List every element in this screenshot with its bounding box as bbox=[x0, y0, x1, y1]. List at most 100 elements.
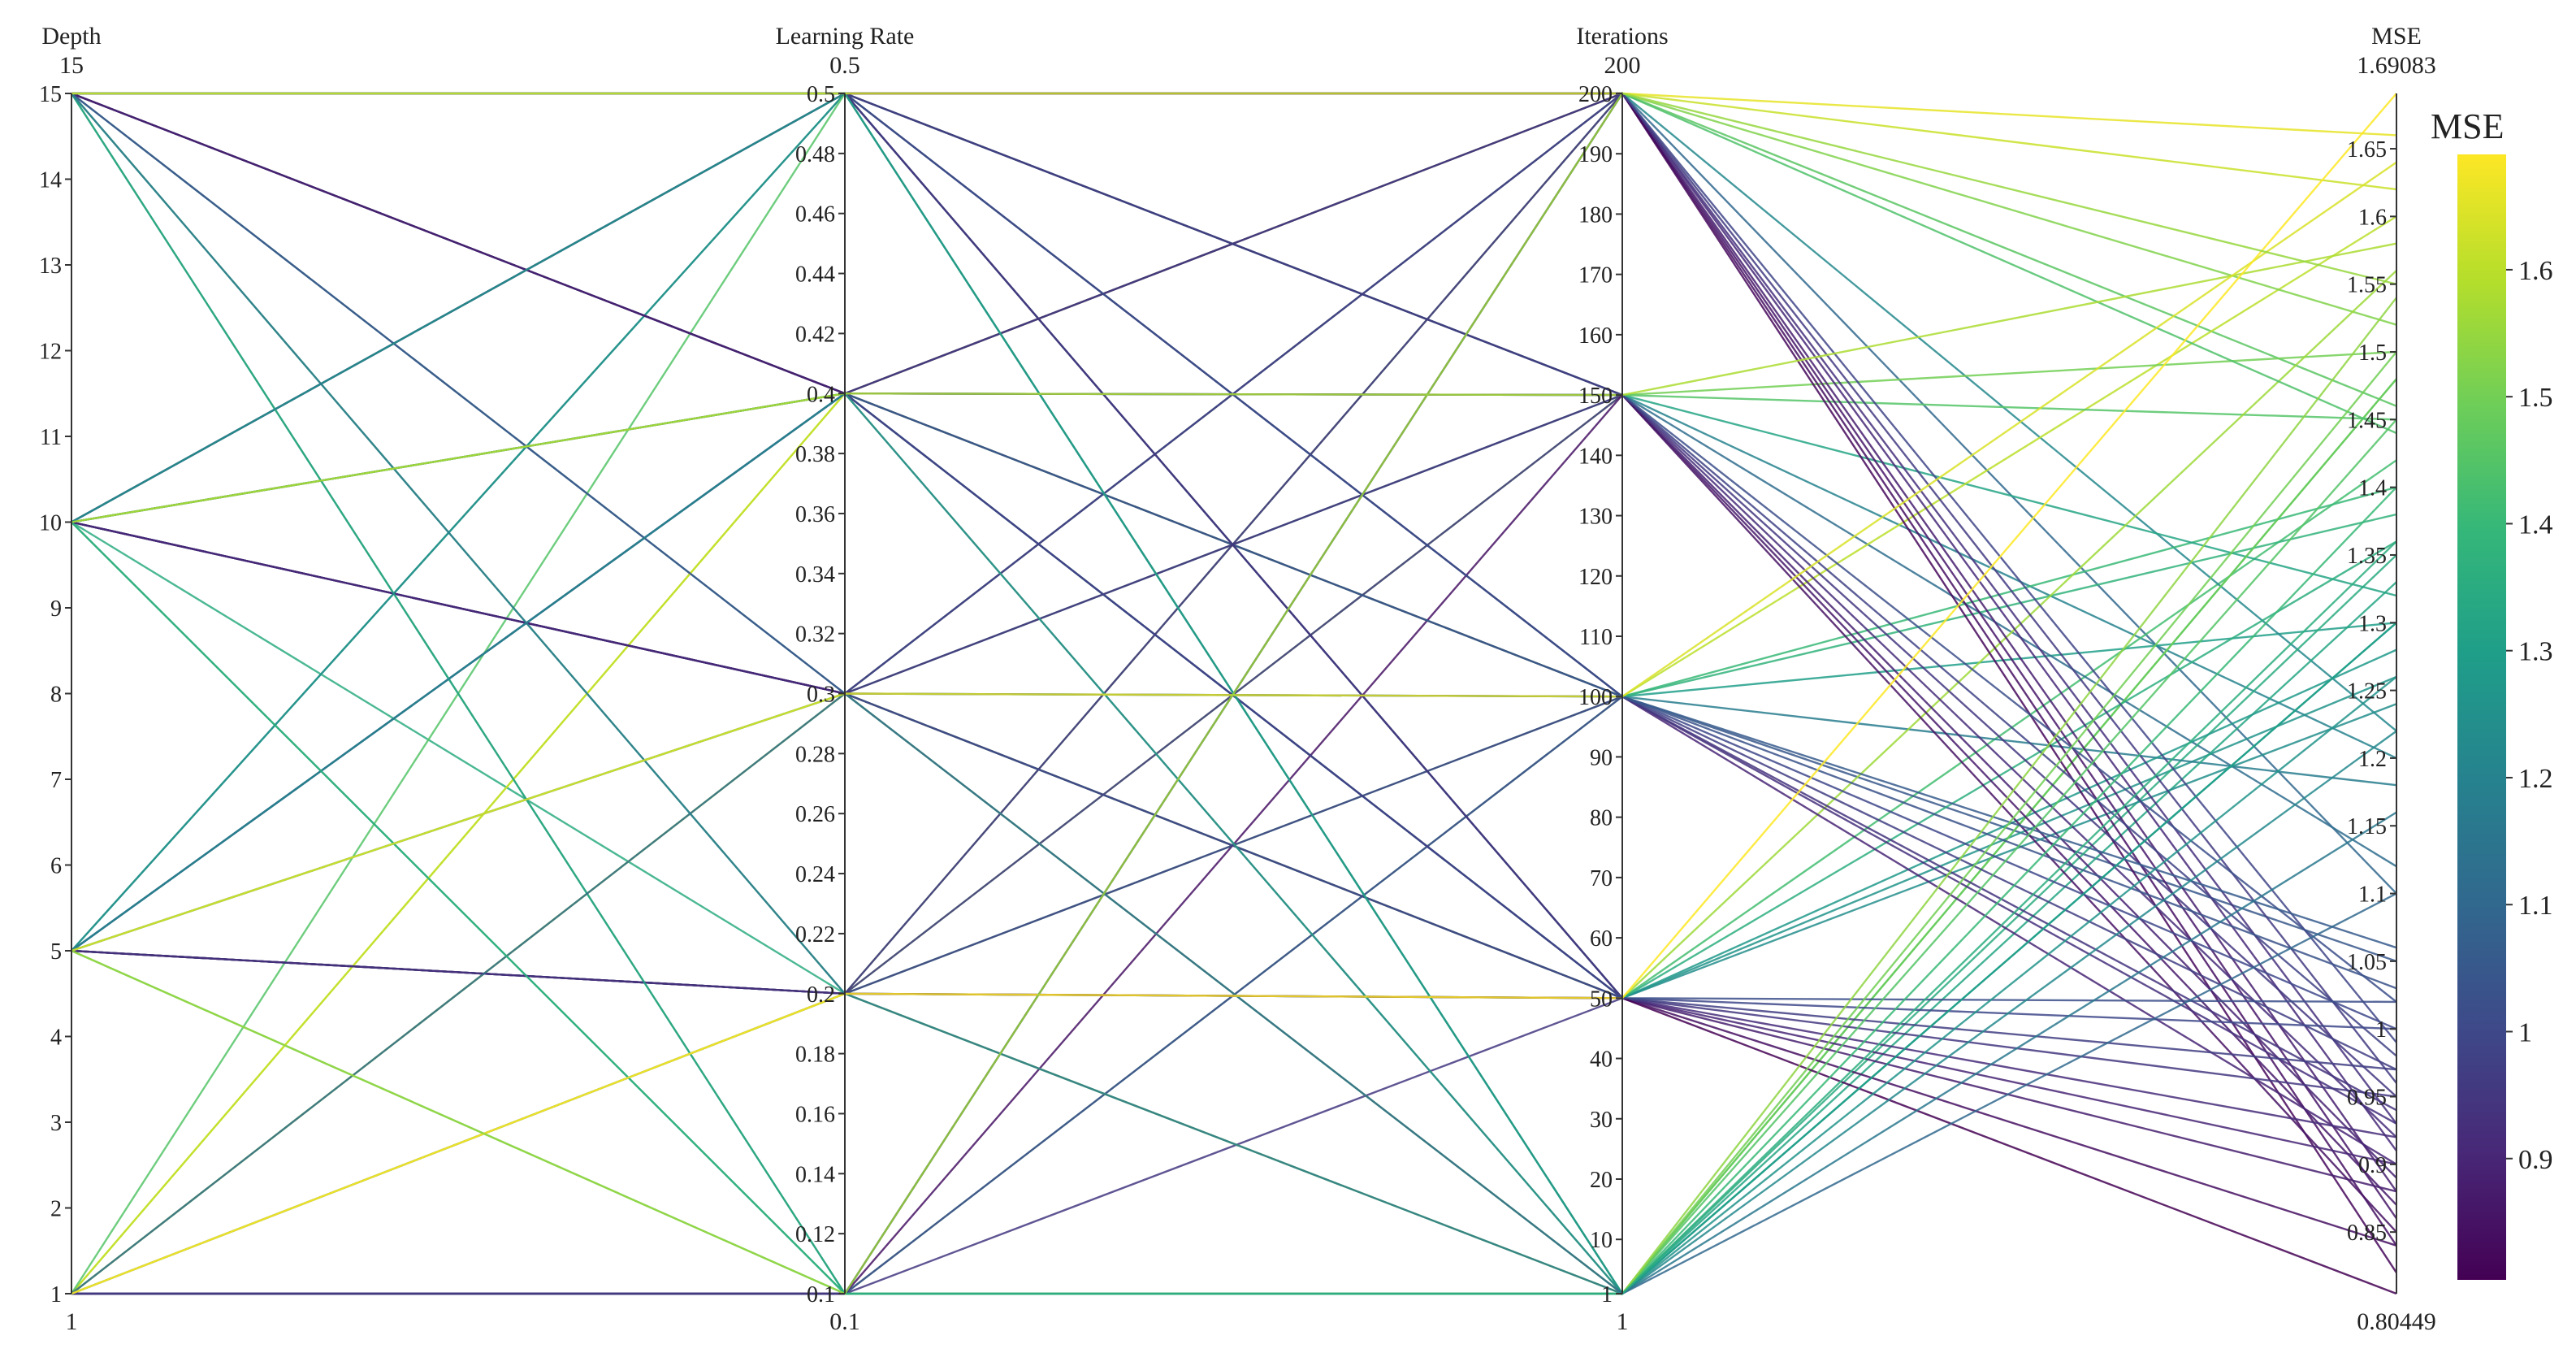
axis-title-learning-rate: Learning Rate bbox=[776, 23, 915, 50]
tick-label-learning-rate: 0.2 bbox=[807, 982, 835, 1008]
data-line-39 bbox=[71, 393, 2397, 1138]
tick-label-learning-rate: 0.34 bbox=[795, 562, 835, 588]
colorbar-tick-label: 1.3 bbox=[2518, 637, 2553, 667]
tick-label-mse: 0.85 bbox=[2347, 1221, 2387, 1246]
colorbar-ticks: 0.9 1 1.1 1.2 1.3 1.4 1.5 1.6 bbox=[2506, 256, 2553, 1175]
tick-label-depth: 14 bbox=[39, 168, 62, 193]
tick-label-depth: 1 bbox=[50, 1282, 62, 1307]
tick-label-mse: 1.25 bbox=[2347, 679, 2387, 705]
tick-label-iterations: 160 bbox=[1578, 323, 1613, 349]
data-line-30 bbox=[71, 92, 2397, 1192]
colorbar-tick-label: 1.4 bbox=[2518, 510, 2553, 540]
tick-label-learning-rate: 0.14 bbox=[795, 1162, 835, 1187]
data-line-74 bbox=[71, 92, 2397, 1295]
axis-title-depth: Depth bbox=[41, 23, 101, 50]
data-line-55 bbox=[71, 997, 2397, 1295]
tick-label-iterations: 130 bbox=[1578, 505, 1613, 530]
tick-label-depth: 13 bbox=[39, 254, 62, 279]
data-line-50 bbox=[71, 392, 2397, 952]
data-line-1 bbox=[71, 92, 2397, 895]
tick-label-learning-rate: 0.22 bbox=[795, 922, 835, 948]
tick-label-mse: 1.3 bbox=[2358, 611, 2387, 636]
data-line-7 bbox=[71, 92, 2397, 868]
tick-label-depth: 7 bbox=[50, 768, 62, 793]
tick-label-learning-rate: 0.26 bbox=[795, 802, 835, 827]
tick-label-learning-rate: 0.36 bbox=[795, 502, 835, 527]
tick-label-iterations: 190 bbox=[1578, 142, 1613, 167]
tick-label-learning-rate: 0.1 bbox=[807, 1282, 835, 1307]
axis-learning-rate: Learning Rate0.50.10.10.120.140.160.180.… bbox=[776, 23, 915, 1335]
data-line-62 bbox=[71, 351, 2397, 1295]
tick-label-depth: 6 bbox=[50, 854, 62, 879]
axis-range-max-learning-rate: 0.5 bbox=[829, 52, 860, 79]
tick-label-iterations: 150 bbox=[1578, 384, 1613, 409]
tick-label-iterations: 120 bbox=[1578, 565, 1613, 590]
data-line-71 bbox=[71, 242, 2397, 523]
axis-range-min-mse: 0.80449 bbox=[2357, 1308, 2436, 1335]
data-line-31 bbox=[71, 92, 2397, 1151]
tick-label-mse: 1 bbox=[2375, 1017, 2387, 1043]
colorbar-tick-label: 1 bbox=[2518, 1017, 2532, 1047]
data-line-35 bbox=[71, 92, 2397, 1084]
tick-label-iterations: 50 bbox=[1590, 987, 1613, 1012]
tick-label-learning-rate: 0.38 bbox=[795, 442, 835, 467]
tick-label-iterations: 20 bbox=[1590, 1168, 1613, 1193]
tick-label-learning-rate: 0.4 bbox=[807, 382, 835, 407]
axis-range-max-depth: 15 bbox=[59, 52, 84, 79]
tick-label-iterations: 110 bbox=[1579, 625, 1613, 650]
tick-label-iterations: 100 bbox=[1578, 685, 1613, 710]
tick-label-learning-rate: 0.32 bbox=[795, 622, 835, 648]
tick-label-iterations: 10 bbox=[1590, 1228, 1613, 1253]
tick-label-depth: 8 bbox=[50, 683, 62, 708]
data-line-54 bbox=[71, 949, 2397, 1138]
tick-label-learning-rate: 0.42 bbox=[795, 322, 835, 347]
data-line-59 bbox=[71, 93, 2397, 1004]
tick-label-depth: 11 bbox=[40, 425, 62, 450]
tick-label-depth: 4 bbox=[50, 1026, 62, 1051]
tick-label-learning-rate: 0.44 bbox=[795, 262, 835, 288]
data-line-34 bbox=[71, 92, 2398, 1273]
tick-label-learning-rate: 0.12 bbox=[795, 1222, 835, 1247]
axis-range-min-depth: 1 bbox=[66, 1308, 78, 1335]
colorbar-tick-label: 0.9 bbox=[2518, 1145, 2553, 1175]
tick-label-iterations: 60 bbox=[1590, 926, 1613, 952]
tick-label-learning-rate: 0.16 bbox=[795, 1102, 835, 1127]
data-line-36 bbox=[71, 92, 2397, 1043]
axis-range-max-mse: 1.69083 bbox=[2357, 52, 2436, 79]
axis-range-max-iterations: 200 bbox=[1604, 52, 1641, 79]
data-line-73 bbox=[71, 93, 2397, 1295]
data-line-67 bbox=[71, 692, 2397, 1295]
data-line-11 bbox=[71, 486, 2397, 1295]
tick-label-learning-rate: 0.24 bbox=[795, 862, 835, 887]
axis-title-mse: MSE bbox=[2371, 23, 2422, 50]
axis-range-min-learning-rate: 0.1 bbox=[829, 1308, 860, 1335]
colorbar: MSE 0.9 1 1.1 1.2 1.3 1.4 1.5 1.6 bbox=[2431, 106, 2553, 1280]
data-line-69 bbox=[71, 521, 2397, 1295]
tick-label-learning-rate: 0.28 bbox=[795, 742, 835, 767]
tick-label-iterations: 40 bbox=[1590, 1047, 1613, 1073]
tick-label-depth: 2 bbox=[50, 1197, 62, 1222]
tick-label-mse: 1.55 bbox=[2347, 273, 2387, 298]
tick-label-mse: 1.45 bbox=[2347, 408, 2387, 433]
tick-label-mse: 1.1 bbox=[2358, 882, 2387, 908]
tick-label-mse: 0.9 bbox=[2358, 1153, 2387, 1178]
tick-label-mse: 1.5 bbox=[2358, 340, 2387, 366]
tick-label-iterations: 1 bbox=[1601, 1282, 1613, 1307]
tick-label-iterations: 30 bbox=[1590, 1108, 1613, 1133]
tick-label-mse: 1.15 bbox=[2347, 814, 2387, 839]
tick-label-iterations: 180 bbox=[1578, 202, 1613, 228]
colorbar-tick-label: 1.1 bbox=[2518, 891, 2553, 921]
data-lines bbox=[70, 91, 2398, 1295]
data-line-20 bbox=[71, 215, 2397, 1294]
tick-label-mse: 1.05 bbox=[2347, 950, 2387, 975]
colorbar-title: MSE bbox=[2431, 106, 2504, 146]
tick-label-depth: 15 bbox=[39, 82, 62, 107]
data-line-52 bbox=[71, 92, 2397, 1193]
colorbar-tick-label: 1.6 bbox=[2518, 256, 2553, 286]
tick-label-depth: 5 bbox=[50, 939, 62, 965]
data-line-68 bbox=[71, 93, 2397, 1295]
tick-label-iterations: 90 bbox=[1590, 745, 1613, 770]
tick-label-learning-rate: 0.3 bbox=[807, 683, 835, 708]
data-line-66 bbox=[71, 392, 2397, 1295]
tick-label-iterations: 70 bbox=[1590, 866, 1613, 891]
